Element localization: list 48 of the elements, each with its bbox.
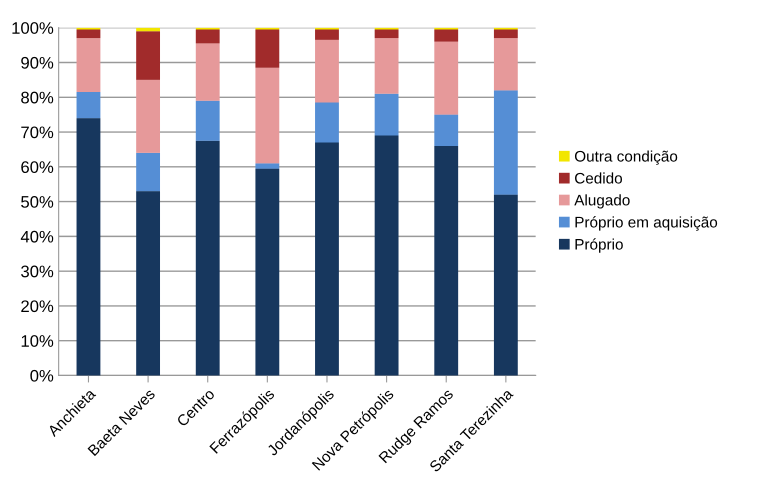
y-tick-label: 30% <box>21 266 54 278</box>
bar <box>255 29 280 68</box>
legend-label: Próprio <box>575 238 623 253</box>
y-tick-label: 60% <box>21 161 54 174</box>
legend-label: Alugado <box>574 194 630 209</box>
y-tick-label: 40% <box>20 230 54 243</box>
y-tick-label: 70% <box>21 126 54 138</box>
bar <box>255 68 280 164</box>
y-tick-label: 50% <box>21 196 54 208</box>
y-tick-label: 20% <box>21 300 54 312</box>
bar <box>374 136 399 376</box>
y-tick-label: 100% <box>12 22 54 34</box>
legend-label: Próprio em aquisição <box>575 216 718 231</box>
bar <box>255 163 280 169</box>
bar <box>434 42 458 115</box>
bar <box>196 140 220 376</box>
bar <box>315 29 339 40</box>
bar <box>315 102 339 142</box>
bar <box>255 168 280 376</box>
bar <box>76 92 100 118</box>
bar <box>494 29 518 38</box>
bar <box>494 38 518 90</box>
bar <box>136 80 160 153</box>
legend-label: Outra condição <box>574 150 678 165</box>
bar <box>136 152 160 192</box>
bar <box>434 29 458 42</box>
bar <box>196 43 220 101</box>
bar <box>374 29 399 38</box>
y-tick-label: 80% <box>21 92 54 104</box>
bar <box>136 191 160 376</box>
bar <box>494 194 518 376</box>
bar <box>374 94 399 136</box>
bar <box>196 29 220 44</box>
bar <box>315 40 339 102</box>
bar <box>196 100 220 141</box>
bar <box>136 31 160 80</box>
bar <box>374 38 399 94</box>
bar <box>494 90 518 195</box>
bar <box>434 146 458 376</box>
bar <box>76 118 100 376</box>
y-tick-label: 10% <box>22 335 54 347</box>
bar <box>76 29 100 38</box>
legend-label: Cedido <box>575 172 622 184</box>
y-tick-label: 0% <box>30 370 54 382</box>
bar <box>76 38 100 92</box>
bar <box>315 142 339 376</box>
y-tick-label: 90% <box>21 56 54 69</box>
bar <box>434 114 458 146</box>
